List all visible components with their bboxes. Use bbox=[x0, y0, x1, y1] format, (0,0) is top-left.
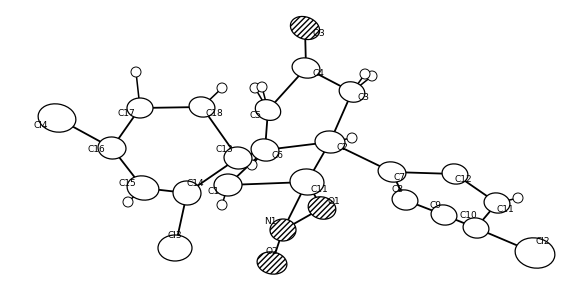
Ellipse shape bbox=[251, 139, 279, 161]
Text: C8: C8 bbox=[391, 185, 403, 194]
Ellipse shape bbox=[173, 181, 201, 205]
Ellipse shape bbox=[217, 200, 227, 210]
Text: C1: C1 bbox=[208, 187, 220, 196]
Ellipse shape bbox=[367, 71, 377, 81]
Ellipse shape bbox=[247, 160, 257, 170]
Ellipse shape bbox=[378, 162, 406, 182]
Text: O3: O3 bbox=[312, 29, 325, 39]
Text: Cl4: Cl4 bbox=[34, 122, 48, 131]
Ellipse shape bbox=[217, 83, 227, 93]
Text: C11: C11 bbox=[496, 204, 514, 213]
Text: C18: C18 bbox=[205, 108, 223, 117]
Ellipse shape bbox=[123, 197, 133, 207]
Ellipse shape bbox=[515, 238, 555, 268]
Text: C17: C17 bbox=[117, 110, 135, 119]
Ellipse shape bbox=[250, 83, 260, 93]
Ellipse shape bbox=[257, 252, 287, 274]
Text: C7: C7 bbox=[394, 173, 406, 182]
Ellipse shape bbox=[257, 82, 267, 92]
Ellipse shape bbox=[463, 218, 489, 238]
Text: C3: C3 bbox=[358, 94, 370, 103]
Text: C15: C15 bbox=[118, 179, 136, 188]
Ellipse shape bbox=[98, 137, 126, 159]
Text: C5: C5 bbox=[250, 111, 262, 120]
Text: O2: O2 bbox=[265, 247, 278, 256]
Text: O1: O1 bbox=[328, 197, 340, 206]
Ellipse shape bbox=[290, 17, 320, 39]
Ellipse shape bbox=[127, 98, 153, 118]
Text: C10: C10 bbox=[459, 212, 477, 221]
Ellipse shape bbox=[513, 193, 523, 203]
Text: Cl2: Cl2 bbox=[536, 237, 550, 246]
Ellipse shape bbox=[214, 174, 242, 196]
Ellipse shape bbox=[392, 190, 418, 210]
Ellipse shape bbox=[290, 169, 324, 195]
Ellipse shape bbox=[484, 193, 510, 213]
Ellipse shape bbox=[127, 176, 159, 200]
Ellipse shape bbox=[270, 219, 296, 241]
Ellipse shape bbox=[189, 97, 215, 117]
Ellipse shape bbox=[442, 164, 468, 184]
Text: N1: N1 bbox=[264, 218, 276, 226]
Ellipse shape bbox=[224, 147, 252, 169]
Ellipse shape bbox=[347, 133, 357, 143]
Text: C16: C16 bbox=[87, 145, 105, 154]
Ellipse shape bbox=[339, 82, 365, 102]
Ellipse shape bbox=[315, 131, 345, 153]
Ellipse shape bbox=[431, 205, 457, 225]
Ellipse shape bbox=[38, 104, 76, 132]
Text: C4: C4 bbox=[312, 69, 324, 77]
Text: C11: C11 bbox=[310, 185, 328, 194]
Text: Cl3: Cl3 bbox=[168, 231, 182, 240]
Ellipse shape bbox=[360, 69, 370, 79]
Ellipse shape bbox=[292, 58, 320, 78]
Ellipse shape bbox=[131, 67, 141, 77]
Text: C13: C13 bbox=[215, 145, 233, 154]
Text: C12: C12 bbox=[454, 175, 472, 185]
Ellipse shape bbox=[158, 235, 192, 261]
Text: C9: C9 bbox=[430, 200, 442, 209]
Ellipse shape bbox=[308, 197, 336, 219]
Text: C14: C14 bbox=[186, 178, 204, 188]
Text: C6: C6 bbox=[271, 151, 283, 160]
Text: C2: C2 bbox=[336, 144, 348, 153]
Ellipse shape bbox=[255, 100, 281, 120]
